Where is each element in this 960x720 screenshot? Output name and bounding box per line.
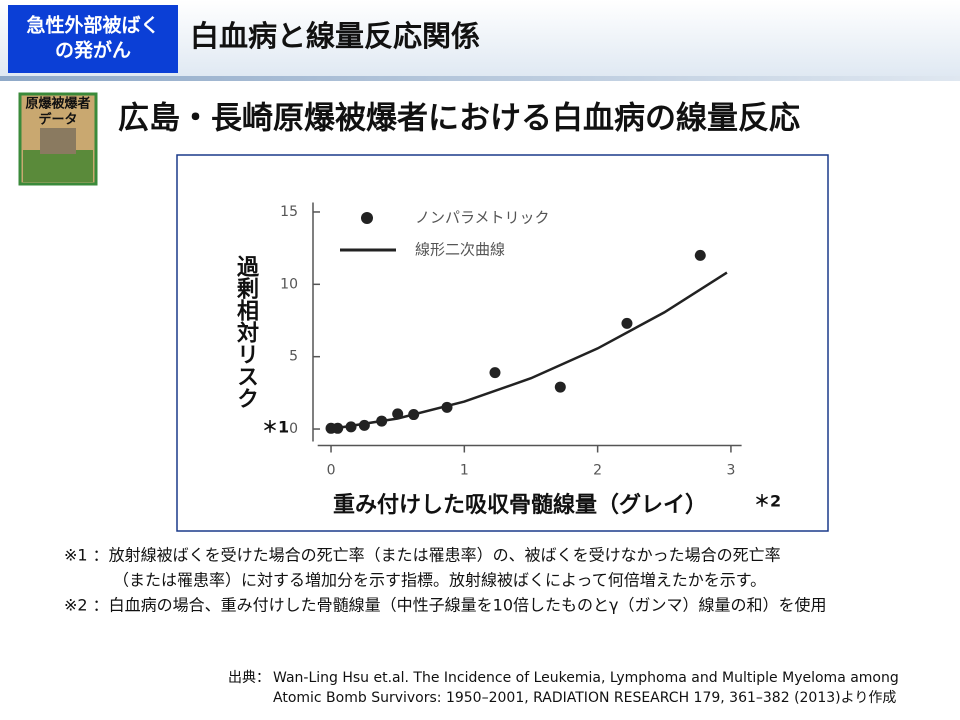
- badge: [8, 5, 178, 73]
- legend-label: ノンパラメトリック: [415, 209, 550, 227]
- note: ※1 ：放射線被ばくを受けた場合の死亡率（または罹患率）の、被ばくを受けなかった…: [64, 546, 781, 565]
- badge-text: の発がん: [55, 39, 131, 62]
- y-tick-label: 0: [289, 421, 298, 437]
- icon-ground: [23, 150, 93, 182]
- icon-label: データ: [38, 112, 77, 128]
- badge-text: 急性外部被ばく: [26, 14, 159, 37]
- point: [694, 249, 706, 261]
- point: [489, 367, 501, 379]
- x-tick-label: 3: [726, 463, 735, 479]
- y-axis-label: 過剰相対リスク: [233, 254, 260, 409]
- point: [554, 381, 566, 393]
- y-tick-label: 10: [280, 276, 298, 292]
- legend-marker: [361, 212, 373, 224]
- note: （または罹患率）に対する増加分を示す指標。放射線被ばくによって何倍増えたかを示す…: [113, 571, 766, 590]
- y-tick-label: 5: [289, 349, 298, 365]
- note: ※2 ：白血病の場合、重み付けした骨髄線量（中性子線量を10倍したものとγ（ガン…: [64, 596, 827, 615]
- icon-label: 原爆被爆者: [25, 96, 90, 112]
- source: Wan-Ling Hsu et.al. The Incidence of Leu…: [273, 670, 899, 686]
- legend-label: 線形二次曲線: [415, 241, 505, 259]
- x-tick-label: 1: [460, 463, 469, 479]
- header-rule: [0, 76, 960, 81]
- chart-frame: [176, 154, 829, 532]
- y-axis-note: ＊1: [262, 418, 289, 437]
- x-tick-label: 0: [327, 463, 336, 479]
- x-axis-label: 重み付けした吸収骨髄線量（グレイ）: [333, 492, 707, 518]
- x-axis-note: ＊2: [754, 492, 781, 511]
- heading: 広島・長崎原爆被爆者における白血病の線量反応: [118, 101, 800, 137]
- point: [621, 317, 633, 329]
- curve: [330, 271, 728, 431]
- title: 白血病と線量反応関係: [190, 19, 480, 53]
- x-tick-label: 2: [593, 463, 602, 479]
- source: Atomic Bomb Survivors: 1950–2001, RADIAT…: [273, 690, 896, 706]
- icon-building: [40, 128, 76, 154]
- y-tick-label: 15: [280, 204, 298, 220]
- source-label: 出典：: [228, 670, 270, 686]
